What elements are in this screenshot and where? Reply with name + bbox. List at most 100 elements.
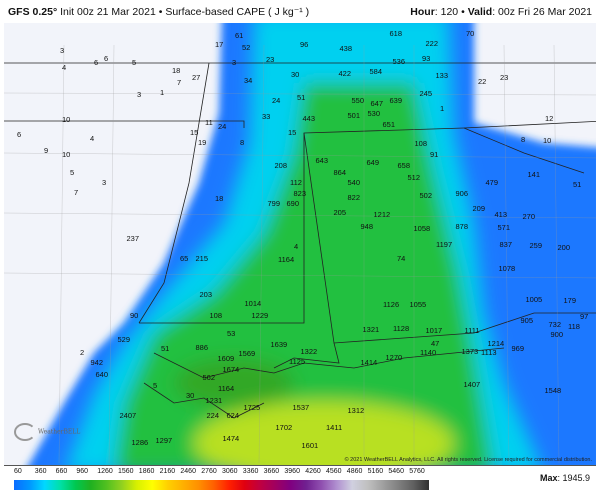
cape-value-label: 10 [543, 135, 552, 145]
cape-value-label: 864 [333, 167, 347, 177]
cape-value-label: 200 [557, 242, 571, 252]
cape-value-label: 413 [494, 209, 508, 219]
cape-value-label: 1474 [222, 433, 240, 443]
cape-value-label: 6 [94, 57, 99, 67]
cape-value-label: 799 [267, 198, 281, 208]
cape-value-label: 1214 [487, 338, 505, 348]
cape-value-label: 1373 [461, 346, 479, 356]
cape-value-label: 1126 [383, 299, 400, 309]
cape-value-label: 33 [262, 111, 271, 121]
cape-value-label: 3 [232, 57, 237, 67]
cape-value-label: 222 [425, 38, 439, 48]
cape-value-label: 1 [440, 103, 445, 113]
cape-value-label: 1014 [244, 298, 262, 308]
cape-value-label: 97 [580, 311, 589, 321]
cape-value-label: 6 [104, 53, 109, 63]
cape-value-label: 270 [522, 211, 536, 221]
colorbar-tick-label: 5160 [367, 468, 384, 475]
colorbar [14, 480, 429, 490]
cape-value-label: 1111 [464, 325, 480, 335]
weatherbell-logo: WeatherBELL [14, 423, 80, 441]
cape-value-label: 1286 [131, 437, 149, 447]
cape-value-label: 732 [548, 319, 562, 329]
cape-value-label: 90 [130, 310, 139, 320]
cape-value-label: 52 [242, 42, 251, 52]
cape-value-label: 1725 [243, 402, 261, 412]
cape-value-label: 118 [568, 321, 580, 331]
colorbar-tick-label: 4260 [305, 468, 321, 475]
cape-value-label: 23 [500, 72, 509, 82]
cape-value-label: 23 [266, 54, 275, 64]
cape-value-label: 179 [563, 295, 577, 305]
cape-value-label: 2 [80, 347, 85, 357]
cape-value-label: 24 [218, 121, 227, 131]
cape-value-label: 108 [414, 138, 428, 148]
cape-value-label: 1601 [301, 440, 319, 450]
hour-label: Hour [410, 6, 435, 18]
cape-value-label: 5 [70, 167, 75, 177]
title-left: GFS 0.25° Init 00z 21 Mar 2021 • Surface… [8, 6, 309, 18]
cape-value-label: 15 [288, 127, 297, 137]
cape-value-label: 643 [315, 155, 329, 165]
cape-value-label: 74 [397, 253, 406, 263]
cape-value-label: 2407 [119, 410, 137, 420]
cape-value-label: 690 [286, 198, 300, 208]
cape-shading [4, 23, 596, 465]
cape-value-label: 224 [206, 410, 220, 420]
cape-value-label: 3 [60, 45, 65, 55]
cape-value-label: 27 [192, 72, 201, 82]
cape-value-label: 422 [338, 68, 352, 78]
cape-value-label: 237 [126, 233, 140, 243]
cape-value-label: 112 [290, 177, 302, 187]
cape-value-label: 8 [521, 134, 526, 144]
cape-value-label: 18 [172, 65, 181, 75]
cape-value-label: 1055 [409, 299, 427, 309]
cape-value-label: 501 [347, 110, 361, 120]
cape-map[interactable]: 17 52 61 96 438 618 222 70 3 4 6 6 5 18 7 3 1 27 34 23 30 422… [4, 23, 596, 466]
valid-label: Valid [467, 6, 493, 18]
cape-value-label: 900 [550, 329, 564, 339]
cape-value-label: 215 [195, 253, 209, 263]
cape-value-label: 562 [202, 372, 216, 382]
cape-value-label: 209 [472, 203, 486, 213]
cape-value-label: 1674 [222, 364, 240, 374]
cape-value-label: 19 [198, 137, 207, 147]
cape-value-label: 651 [382, 119, 396, 129]
hour-value: : 120 [434, 6, 459, 18]
cape-value-label: 4 [62, 62, 67, 72]
cape-value-label: 11 [205, 117, 213, 127]
cape-value-label: 1113 [481, 347, 497, 357]
cape-value-label: 640 [95, 369, 109, 379]
cape-value-label: 1312 [347, 405, 365, 415]
colorbar-tick-label: 3660 [263, 468, 280, 475]
separator: • [461, 6, 465, 18]
cape-value-label: 4 [90, 133, 95, 143]
cape-value-label: 205 [333, 207, 347, 217]
init-time: Init 00z 21 Mar 2021 [60, 6, 156, 18]
cape-value-label: 17 [215, 39, 224, 49]
cape-value-label: 502 [419, 190, 433, 200]
cape-value-label: 108 [209, 310, 223, 320]
cape-value-label: 1270 [385, 352, 403, 362]
cape-value-label: 18 [215, 193, 224, 203]
cape-value-label: 571 [497, 222, 511, 232]
colorbar-tick-label: 960 [76, 468, 89, 475]
cape-value-label: 438 [339, 43, 353, 53]
cape-value-label: 4 [294, 241, 299, 251]
cape-value-label: 3 [102, 177, 107, 187]
cape-value-label: 70 [466, 28, 475, 38]
colorbar-tick-label: 360 [34, 468, 47, 475]
copyright: © 2021 WeatherBELL Analytics, LLC. All r… [344, 457, 592, 463]
boundaries [4, 62, 596, 419]
colorbar-tick-label: 3060 [222, 468, 238, 475]
field-name: Surface-based CAPE ( J kg⁻¹ ) [165, 6, 310, 18]
max-label: Max [539, 473, 558, 483]
cape-value-label: 1548 [544, 385, 562, 395]
cape-value-label: 536 [392, 56, 406, 66]
logo-text: WeatherBELL [38, 428, 81, 436]
cape-value-label: 906 [455, 188, 469, 198]
cape-value-label: 1164 [218, 383, 235, 393]
cape-value-label: 24 [272, 95, 281, 105]
colorbar-tick-label: 3960 [284, 468, 300, 475]
cape-value-label: 93 [422, 53, 431, 63]
